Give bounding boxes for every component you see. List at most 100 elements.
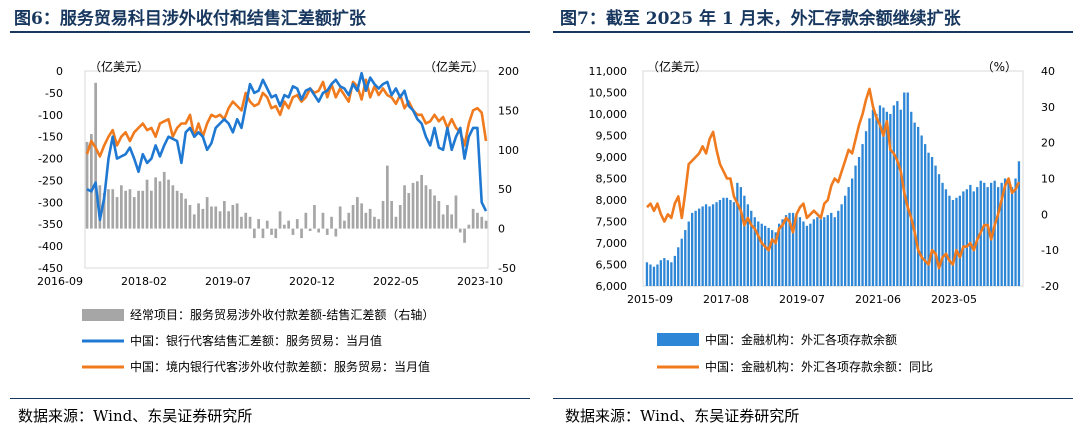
bar-mark: [837, 210, 840, 287]
bar-mark: [962, 191, 965, 286]
bar-mark: [210, 206, 213, 229]
bar-mark: [882, 107, 885, 286]
bar-mark: [175, 190, 179, 229]
bar-mark: [411, 182, 415, 229]
bar-mark: [300, 228, 303, 239]
bar-mark: [180, 193, 183, 229]
left-axis-tick: 10,000: [589, 108, 628, 121]
bar-mark: [899, 109, 902, 286]
bar-mark: [373, 216, 376, 229]
bar-mark: [965, 189, 968, 287]
bar-mark: [446, 205, 449, 229]
bar-mark: [205, 197, 209, 229]
bar-mark: [115, 197, 119, 229]
bar-mark: [823, 217, 826, 286]
legend-label: 经常项目：服务贸易涉外收付款差额-结售汇差额（右轴）: [130, 307, 434, 322]
bar-mark: [240, 216, 243, 229]
bar-mark: [188, 205, 192, 229]
left-axis-tick: 0: [56, 65, 63, 78]
bar-mark: [398, 205, 402, 229]
bar-mark: [111, 189, 115, 229]
bar-mark: [484, 220, 488, 229]
bar-mark: [809, 223, 812, 286]
bar-mark: [924, 144, 927, 286]
legend-label: 中国：金融机构：外汇各项存款余额：同比: [705, 359, 933, 374]
bar-mark: [691, 212, 694, 286]
bar-mark: [167, 179, 170, 229]
bar-mark: [390, 201, 393, 229]
bar-mark: [698, 208, 701, 286]
bar-mark: [171, 185, 175, 229]
bar-mark: [764, 225, 767, 286]
bar-mark: [819, 219, 822, 286]
bar-mark: [317, 228, 320, 233]
bar-mark: [948, 195, 951, 286]
bar-mark: [736, 182, 739, 286]
bar-mark: [98, 185, 102, 229]
bar-mark: [861, 144, 864, 286]
left-axis-tick: 7,000: [596, 237, 628, 250]
bar-mark: [330, 216, 333, 229]
bar-mark: [715, 202, 718, 286]
bar-mark: [892, 105, 895, 287]
bar-mark: [722, 197, 725, 286]
bar-mark: [969, 184, 972, 286]
bar-mark: [934, 165, 937, 286]
bar-mark: [132, 197, 136, 229]
bar-mark: [725, 197, 729, 286]
bar-mark: [958, 195, 961, 286]
bar-mark: [976, 187, 979, 286]
x-axis-tick: 2021-06: [855, 293, 901, 306]
bar-mark: [760, 223, 763, 286]
bar-mark: [145, 179, 149, 229]
bar-mark: [847, 187, 850, 286]
bar-mark: [753, 217, 756, 286]
right-axis-tick: 100: [498, 144, 519, 157]
left-axis-tick: 11,000: [589, 65, 628, 78]
bar-mark: [334, 228, 338, 237]
bar-mark: [885, 111, 888, 286]
bar-mark: [270, 228, 273, 235]
x-axis-tick: 2019-07: [205, 275, 251, 288]
left-axis-tick: 8,500: [596, 173, 628, 186]
bar-mark: [295, 219, 299, 229]
bar-mark: [844, 195, 847, 286]
x-axis-tick: 2017-08: [703, 293, 749, 306]
bar-mark: [1003, 178, 1007, 286]
left-source-rule: [10, 398, 530, 399]
bar-mark: [437, 201, 441, 229]
bar-mark: [476, 212, 479, 229]
bar-mark: [403, 185, 406, 229]
bar-mark: [771, 230, 774, 286]
bar-mark: [467, 224, 471, 229]
bar-mark: [680, 238, 683, 286]
bar-mark: [788, 212, 791, 286]
bar-mark: [746, 204, 749, 286]
bar-mark: [347, 212, 351, 229]
bar-mark: [283, 224, 286, 229]
left-axis-tick: -200: [38, 153, 63, 166]
bar-mark: [480, 216, 484, 229]
bar-mark: [85, 141, 89, 229]
right-axis-unit: （亿美元）: [424, 59, 484, 74]
left-axis-tick: 10,500: [589, 87, 628, 100]
left-axis-tick: 9,000: [596, 151, 628, 164]
bar-mark: [864, 131, 868, 286]
bar-mark: [416, 181, 419, 229]
bar-mark: [394, 216, 398, 229]
legend-swatch-bar: [82, 309, 124, 321]
bar-mark: [218, 211, 222, 229]
bar-mark: [906, 92, 909, 286]
right-source-note: 数据来源：Wind、东吴证券研究所: [565, 407, 800, 425]
bar-mark: [784, 215, 788, 286]
bar-mark: [684, 230, 687, 286]
x-axis-tick: 2015-09: [627, 293, 673, 306]
bar-mark: [356, 197, 359, 229]
bar-mark: [214, 206, 218, 229]
right-axis-tick: -20: [1041, 280, 1059, 293]
bar-mark: [778, 223, 781, 286]
left-title-rule: [10, 31, 530, 33]
bar-mark: [364, 212, 368, 229]
left-axis-unit: （亿美元）: [89, 59, 149, 74]
bar-mark: [687, 221, 690, 286]
